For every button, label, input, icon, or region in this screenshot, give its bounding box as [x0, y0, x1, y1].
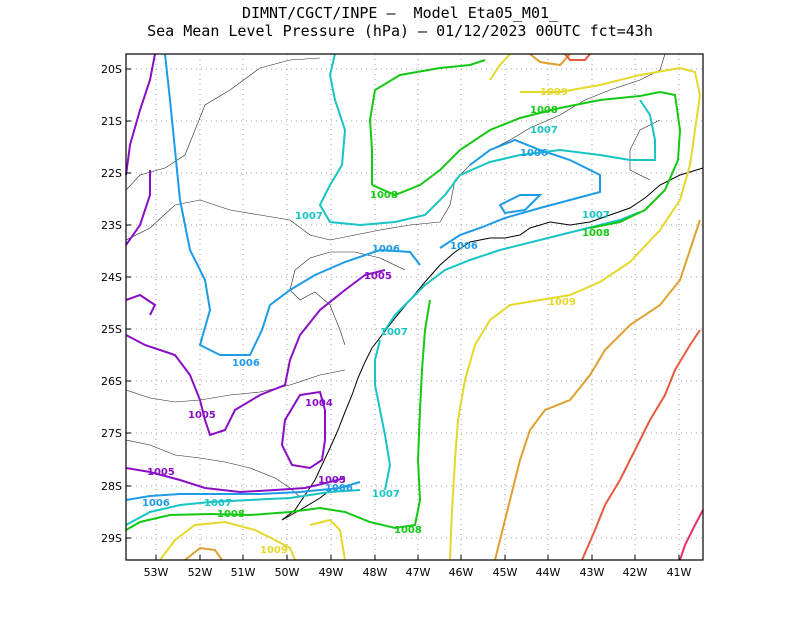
plot-frame	[125, 53, 704, 561]
isobar-1008-south	[125, 299, 431, 531]
isobar-label: 1006	[372, 244, 400, 255]
isobar-label: 1009	[540, 87, 568, 98]
plot-area	[126, 54, 703, 560]
isobar-1011	[581, 329, 701, 561]
longitude-label: 52W	[188, 566, 213, 579]
isobar-1006-pocket	[498, 194, 543, 215]
isobar-1005-main	[125, 170, 386, 437]
isobar-label: 1007	[372, 489, 400, 500]
isobar-label: 1005	[147, 467, 175, 478]
longitude-label: 53W	[144, 566, 169, 579]
isobar-label: 1006	[520, 148, 548, 159]
isobar-1005-south	[125, 467, 346, 494]
longitude-label: 44W	[536, 566, 561, 579]
longitude-label: 49W	[319, 566, 344, 579]
title-line-1: DIMNT/CGCT/INPE – Model Eta05_M01_	[241, 4, 559, 22]
isobar-label: 1006	[325, 483, 353, 494]
longitude-label: 47W	[406, 566, 431, 579]
isobar-label: 1009	[548, 297, 576, 308]
isobar-label: 1005	[364, 271, 392, 282]
isobar-label: 1006	[450, 241, 478, 252]
isobar-1006-west	[164, 53, 421, 356]
title-line-2: Sea Mean Level Pressure (hPa) – 01/12/20…	[147, 22, 653, 40]
longitude-label: 48W	[363, 566, 388, 579]
latitude-labels: 20S 21S 22S 23S 24S 25S 26S 27S 28S 29S	[101, 63, 131, 545]
isobar-label: 1005	[188, 410, 216, 421]
latitude-label: 23S	[101, 219, 122, 232]
isobar-1010-north	[529, 53, 571, 67]
isobar-label: 1006	[232, 358, 260, 369]
isobar-1005-pocket	[125, 293, 157, 316]
latitude-label: 22S	[101, 167, 122, 180]
isobar-1009-north	[449, 53, 702, 561]
state-borders	[125, 53, 666, 498]
isobar-label: 1008	[217, 509, 245, 520]
isobar-1010-south	[184, 546, 223, 561]
isobar-label: 1008	[394, 525, 422, 536]
contour-labels: 1009 1008 1007 1006 1008 1007 1007 1006 …	[142, 87, 610, 556]
latitude-label: 24S	[101, 271, 122, 284]
longitude-label: 45W	[493, 566, 518, 579]
isobar-1012	[679, 509, 704, 561]
isobar-label: 1005	[318, 475, 346, 486]
isobar-label: 1004	[305, 398, 333, 409]
isobar-1007-west	[318, 53, 656, 227]
coastline	[281, 167, 704, 521]
isobar-label: 1007	[204, 498, 232, 509]
longitude-label: 50W	[275, 566, 300, 579]
isobar-1008-north	[368, 59, 682, 229]
latitude-label: 25S	[101, 323, 122, 336]
isobar-label: 1007	[380, 327, 408, 338]
isobar-1006-south	[125, 481, 361, 501]
longitude-label: 46W	[449, 566, 474, 579]
isobar-label: 1007	[530, 125, 558, 136]
longitude-labels: 53W 52W 51W 50W 49W 48W 47W 46W 45W 44W 43W 42W 41W	[144, 555, 692, 579]
longitude-label: 41W	[667, 566, 692, 579]
isobar-1005-west	[125, 53, 156, 176]
latitude-label: 26S	[101, 375, 122, 388]
isobar-1004	[280, 390, 326, 470]
latitude-label: 28S	[101, 480, 122, 493]
isobar-1009-south	[159, 518, 346, 561]
isobar-1010-east	[494, 219, 701, 561]
latitude-label: 27S	[101, 427, 122, 440]
isobar-1006-east	[439, 138, 601, 249]
longitude-label: 51W	[231, 566, 256, 579]
isobars	[125, 53, 704, 561]
latitude-label: 29S	[101, 532, 122, 545]
isobar-label: 1008	[370, 190, 398, 201]
latitude-label: 20S	[101, 63, 122, 76]
isobar-label: 1009	[260, 545, 288, 556]
longitude-label: 42W	[623, 566, 648, 579]
latitude-label: 21S	[101, 115, 122, 128]
isobar-label: 1007	[582, 210, 610, 221]
isobar-label: 1008	[582, 228, 610, 239]
figure-title: DIMNT/CGCT/INPE – Model Eta05_M01_ Sea M…	[0, 4, 800, 40]
isobar-label: 1008	[530, 105, 558, 116]
isobar-1007-south	[125, 339, 392, 526]
isobar-label: 1007	[295, 211, 323, 222]
longitude-label: 43W	[580, 566, 605, 579]
isobar-1011-north	[564, 53, 591, 61]
isobar-label: 1006	[142, 498, 170, 509]
